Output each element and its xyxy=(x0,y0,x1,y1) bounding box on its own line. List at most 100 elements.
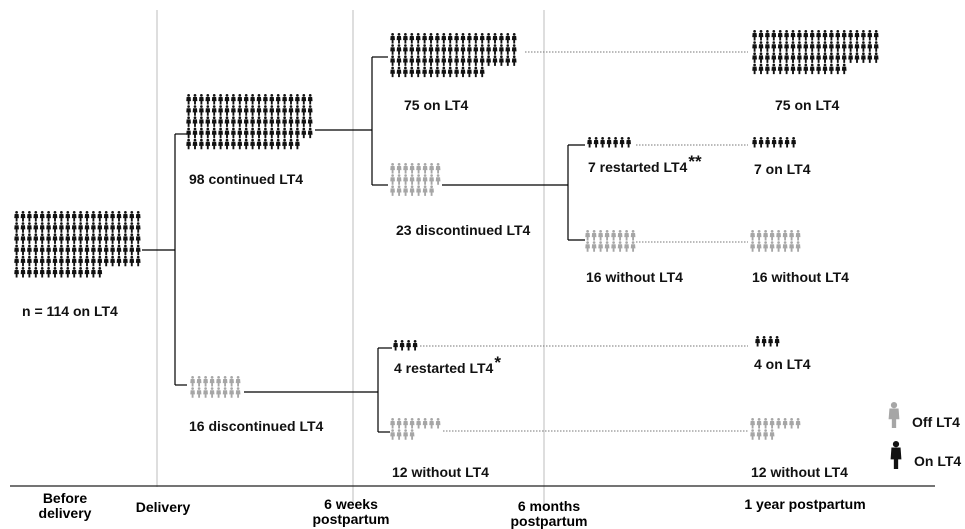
on-lt4-person-icon xyxy=(403,66,408,78)
off-lt4-person-icon xyxy=(235,387,241,398)
on-lt4-person-icon xyxy=(492,44,498,55)
on-lt4-person-icon xyxy=(790,52,796,63)
on-lt4-person-icon xyxy=(778,137,783,148)
off-lt4-person-icon xyxy=(750,429,755,440)
on-lt4-person-icon xyxy=(20,267,26,278)
on-lt4-person-icon xyxy=(295,94,300,105)
on-lt4-person-icon xyxy=(250,105,255,116)
on-lt4-person-icon xyxy=(752,41,757,52)
off-lt4-person-icon xyxy=(750,241,755,252)
on-lt4-person-icon xyxy=(237,127,243,139)
on-lt4-person-icon xyxy=(771,52,777,63)
off-lt4-person-icon xyxy=(776,230,781,241)
off-lt4-person-icon xyxy=(403,185,408,196)
on-lt4-person-icon xyxy=(103,211,109,222)
on-lt4-person-icon xyxy=(428,44,434,55)
on-lt4-person-icon xyxy=(600,137,605,148)
on-lt4-person-icon xyxy=(91,244,96,256)
on-lt4-person-icon xyxy=(269,105,275,116)
on-lt4-person-icon xyxy=(123,233,128,244)
on-lt4-person-icon xyxy=(771,137,777,148)
off-lt4-person-icon xyxy=(617,241,623,252)
off-lt4-person-icon xyxy=(229,376,234,387)
on-lt4-person-icon xyxy=(46,267,51,278)
off-lt4-person-icon xyxy=(769,241,775,252)
off-lt4-person-icon xyxy=(750,418,755,429)
on-lt4-person-icon xyxy=(263,105,268,116)
on-lt4-person-icon xyxy=(218,105,223,116)
on-lt4-person-icon xyxy=(758,30,764,41)
on-lt4-person-icon xyxy=(396,55,402,66)
on-lt4-person-icon xyxy=(97,233,103,244)
on-lt4-person-icon xyxy=(822,30,828,41)
on-lt4-person-icon xyxy=(390,55,395,66)
restart7-asterisk: ** xyxy=(688,152,702,171)
on-lt4-person-icon xyxy=(256,94,262,105)
on-lt4-person-icon xyxy=(224,105,230,116)
on-lt4-person-icon xyxy=(403,44,408,55)
legend-off-person-icon xyxy=(888,402,900,428)
off-lt4-person-icon xyxy=(190,376,195,387)
restart4-label: 4 restarted LT4* xyxy=(394,353,501,376)
off-lt4-person-icon xyxy=(409,185,415,196)
on-lt4-person-icon xyxy=(835,30,841,41)
on-lt4-person-icon xyxy=(65,255,71,267)
on-lt4-person-icon xyxy=(218,94,223,105)
off-lt4-person-icon xyxy=(390,418,395,429)
on-lt4-person-icon xyxy=(307,127,313,139)
on-lt4-person-icon xyxy=(78,244,83,256)
off-lt4-person-icon xyxy=(409,418,415,429)
off-lt4-person-icon xyxy=(422,174,428,185)
on-lt4-person-icon xyxy=(243,105,249,116)
off-lt4-person-icon xyxy=(409,163,415,174)
on-lt4-person-icon xyxy=(835,52,841,63)
on-lt4-person-icon xyxy=(422,33,427,44)
on-lt4-person-icon xyxy=(435,55,440,66)
on-lt4-person-icon xyxy=(33,244,39,256)
restart4-asterisk: * xyxy=(494,353,501,372)
on-lt4-person-icon xyxy=(211,138,217,150)
on-lt4-person-icon xyxy=(435,44,440,55)
off-lt4-person-icon xyxy=(403,163,408,174)
on-lt4-person-icon xyxy=(20,211,26,222)
on-lt4-person-icon xyxy=(237,138,243,150)
on-lt4-person-icon xyxy=(406,340,411,351)
on-lt4-person-icon xyxy=(752,63,757,75)
on-lt4-person-icon xyxy=(39,211,45,222)
on-lt4-person-icon xyxy=(103,233,109,244)
on-lt4-person-icon xyxy=(110,222,115,233)
on-lt4-person-icon xyxy=(110,211,115,222)
on-lt4-person-icon xyxy=(473,33,479,44)
on-lt4-person-icon xyxy=(809,63,815,75)
off-lt4-person-icon xyxy=(203,376,208,387)
off-lt4-person-icon xyxy=(222,376,228,387)
on-lt4-person-icon xyxy=(288,94,294,105)
on-lt4-person-icon xyxy=(822,41,828,52)
on-lt4-person-icon xyxy=(275,116,281,127)
on-lt4-person-icon xyxy=(110,244,115,256)
on-lt4-person-icon xyxy=(256,116,262,127)
on-lt4-person-icon xyxy=(243,138,249,150)
on-lt4-person-icon xyxy=(205,138,211,150)
off-lt4-person-icon xyxy=(776,241,781,252)
on-lt4-person-icon xyxy=(771,41,777,52)
on-lt4-person-icon xyxy=(243,127,249,139)
off-lt4-person-icon xyxy=(422,418,428,429)
off-lt4-person-icon xyxy=(416,174,421,185)
off-lt4-person-icon xyxy=(782,230,788,241)
on-lt4-person-icon xyxy=(97,211,103,222)
on-lt4-person-icon xyxy=(199,105,204,116)
off-lt4-person-icon xyxy=(429,185,434,196)
on-lt4-person-icon xyxy=(211,116,217,127)
on-lt4-person-icon xyxy=(505,33,511,44)
on-lt4-person-icon xyxy=(199,116,204,127)
on-lt4-person-icon xyxy=(116,211,122,222)
on-lt4-person-icon xyxy=(511,55,517,66)
on-lt4-person-icon xyxy=(499,55,504,66)
on-lt4-person-icon xyxy=(784,30,789,41)
off-lt4-person-icon xyxy=(756,418,762,429)
on-lt4-person-icon xyxy=(873,41,879,52)
on-lt4-person-icon xyxy=(460,55,466,66)
on-lt4-person-icon xyxy=(78,233,83,244)
on-lt4-person-icon xyxy=(454,55,459,66)
